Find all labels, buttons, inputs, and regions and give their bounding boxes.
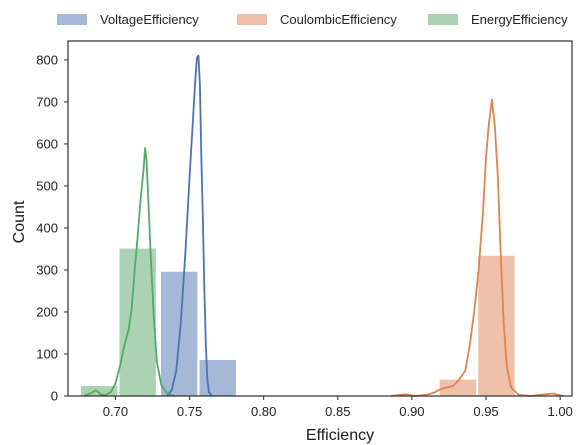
x-tick-label: 0.70 xyxy=(103,404,128,419)
kde-line-voltageefficiency xyxy=(166,54,213,397)
x-tick-label: 0.75 xyxy=(177,404,202,419)
plot-frame xyxy=(67,40,573,397)
y-tick-label: 0 xyxy=(51,389,58,404)
y-tick-label: 300 xyxy=(36,262,58,277)
legend-label-voltageefficiency: VoltageEfficiency xyxy=(100,12,199,27)
legend-label-energyefficiency: EnergyEfficiency xyxy=(471,12,568,27)
y-tick-label: 700 xyxy=(36,94,58,109)
x-axis-title: Efficiency xyxy=(306,427,374,444)
bar-voltageefficiency-1 xyxy=(198,358,237,397)
legend-swatch-voltageefficiency xyxy=(57,14,87,25)
y-axis-title: Count xyxy=(11,200,28,243)
y-tick-label: 600 xyxy=(36,136,58,151)
y-tick-label: 400 xyxy=(36,220,58,235)
x-tick-label: 0.85 xyxy=(325,404,350,419)
x-tick-label: 0.95 xyxy=(473,404,498,419)
y-tick-label: 500 xyxy=(36,178,58,193)
y-tick-label: 800 xyxy=(36,52,58,67)
bar-energyefficiency-1 xyxy=(118,247,157,397)
histogram-bars xyxy=(79,247,516,397)
legend: VoltageEfficiency CoulombicEfficiency Ener… xyxy=(57,12,568,27)
bar-coulombicefficiency-0 xyxy=(477,254,516,397)
kde-line-coulombicefficiency xyxy=(391,98,564,397)
x-tick-label: 0.90 xyxy=(399,404,424,419)
legend-swatch-energyefficiency xyxy=(428,14,458,25)
legend-label-coulombicefficiency: CoulombicEfficiency xyxy=(280,12,397,27)
y-tick-label: 200 xyxy=(36,304,58,319)
x-tick-label: 0.80 xyxy=(251,404,276,419)
x-tick-label: 1.00 xyxy=(547,404,572,419)
y-axis-ticks: 0 100 200 300 400 500 600 700 800 xyxy=(36,52,68,404)
legend-swatch-coulombicefficiency xyxy=(237,14,267,25)
kde-line-energyefficiency xyxy=(83,147,176,397)
y-tick-label: 100 xyxy=(36,346,58,361)
x-axis-ticks: 0.70 0.75 0.80 0.85 0.90 0.95 1.00 xyxy=(103,396,573,419)
